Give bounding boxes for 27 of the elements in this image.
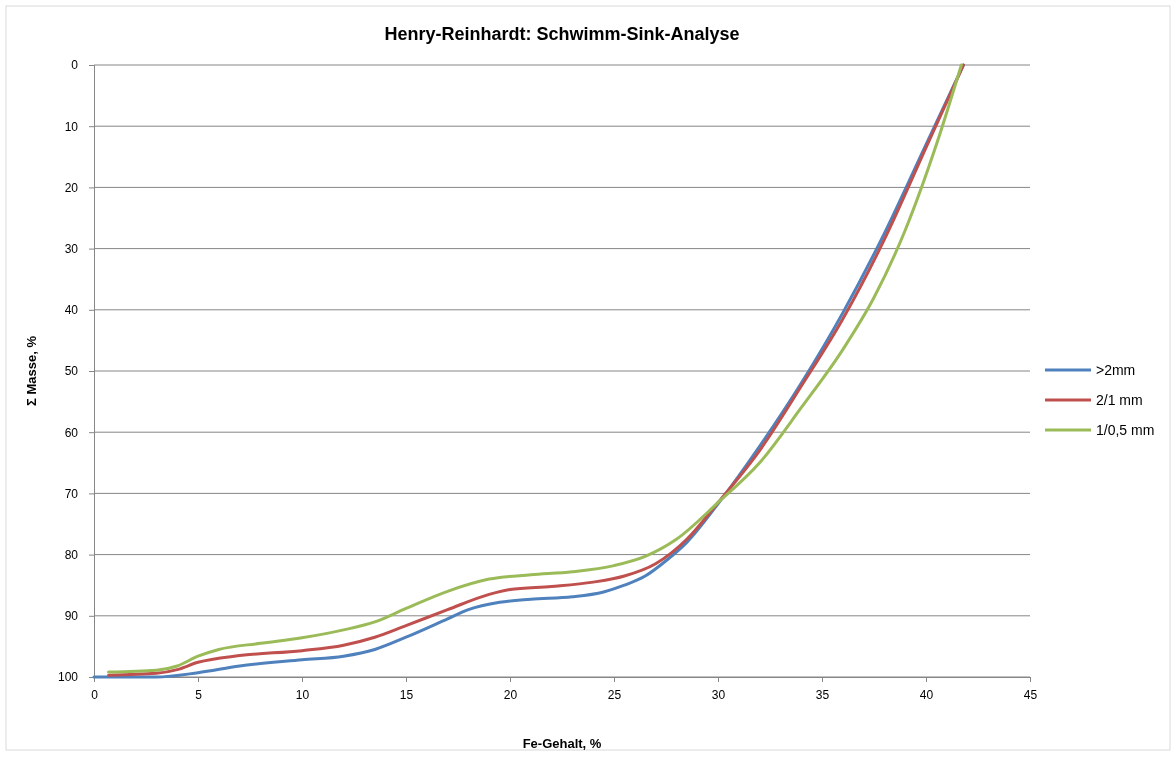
x-tick-label: 20 [503, 688, 518, 703]
y-tick-label: 100 [57, 670, 79, 685]
y-tick-label: 80 [64, 547, 79, 562]
x-tick-label: 35 [815, 688, 830, 703]
legend-label: 1/0,5 mm [1096, 422, 1155, 438]
y-tick-label: 30 [64, 241, 79, 256]
x-axis-title: Fe-Gehalt, % [522, 736, 602, 751]
x-tick-label: 40 [919, 688, 934, 703]
x-tick-label: 15 [399, 688, 414, 703]
y-axis-title: Σ Masse, % [24, 335, 39, 406]
legend-label: 2/1 mm [1096, 392, 1143, 408]
x-tick-label: 5 [195, 688, 203, 703]
y-tick-label: 0 [71, 58, 79, 73]
y-tick-label: 10 [64, 119, 79, 134]
x-tick-label: 45 [1023, 688, 1038, 703]
y-tick-label: 70 [64, 486, 79, 501]
x-tick-label: 10 [295, 688, 310, 703]
y-tick-label: 50 [64, 364, 79, 379]
x-tick-label: 30 [711, 688, 726, 703]
y-tick-label: 40 [64, 303, 79, 318]
x-tick-label: 0 [91, 688, 99, 703]
legend-label: >2mm [1096, 362, 1136, 378]
chart-title: Henry-Reinhardt: Schwimm-Sink-Analyse [384, 24, 740, 44]
y-tick-label: 90 [64, 609, 79, 624]
y-tick-label: 60 [64, 425, 79, 440]
x-tick-label: 25 [607, 688, 622, 703]
y-tick-label: 20 [64, 180, 79, 195]
